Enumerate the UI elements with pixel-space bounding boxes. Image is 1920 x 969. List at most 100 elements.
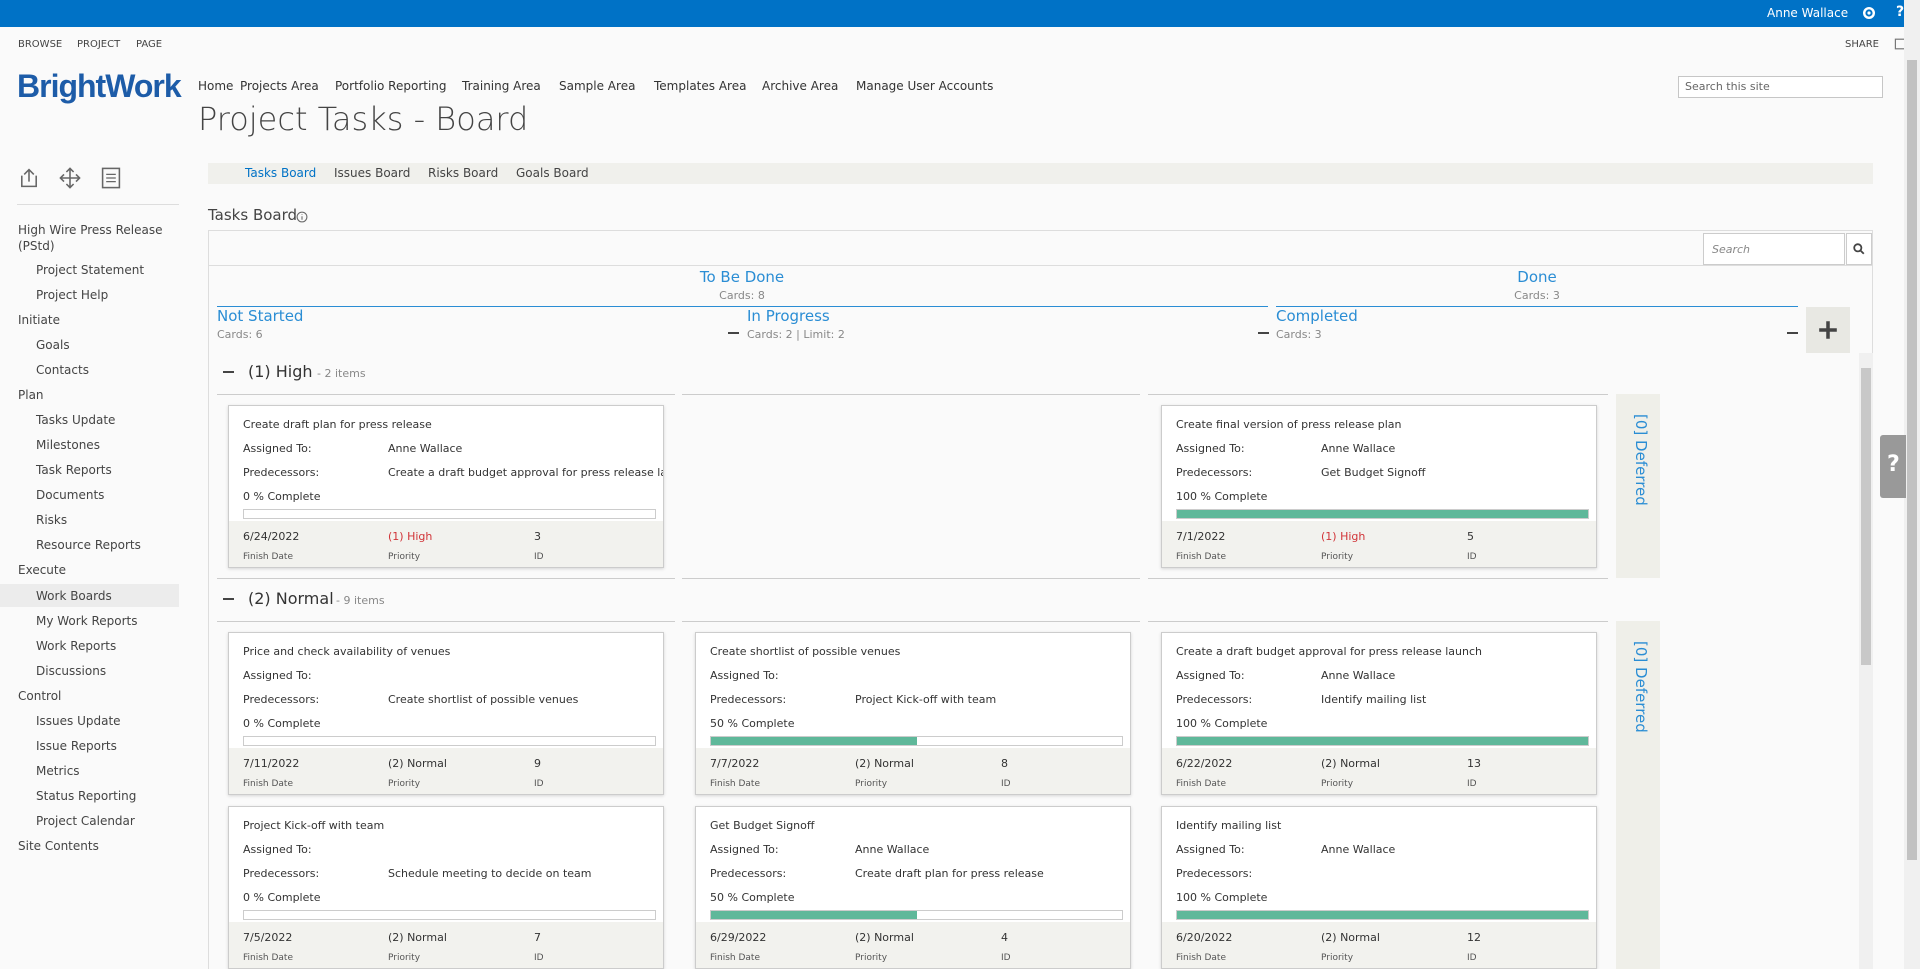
progress-fill — [1177, 510, 1588, 518]
left-nav-link[interactable]: Site Contents — [18, 838, 99, 854]
task-card[interactable]: Price and check availability of venuesAs… — [228, 632, 664, 795]
board-search[interactable]: Search — [1703, 233, 1845, 265]
column-title[interactable]: Completed — [1276, 307, 1358, 325]
left-nav-link[interactable]: My Work Reports — [36, 613, 138, 629]
left-nav-link[interactable]: Metrics — [36, 763, 80, 779]
progress-fill — [1177, 737, 1588, 745]
nav-link[interactable]: Manage User Accounts — [856, 79, 993, 93]
task-card[interactable]: Create shortlist of possible venuesAssig… — [695, 632, 1131, 795]
page-action-icon[interactable] — [17, 166, 41, 190]
left-nav-link[interactable]: Issue Reports — [36, 738, 117, 754]
nav-link[interactable]: Home — [198, 79, 233, 93]
task-card[interactable]: Identify mailing listAssigned To:Anne Wa… — [1161, 806, 1597, 969]
ribbon-tab[interactable]: PAGE — [136, 39, 162, 50]
card-title: Identify mailing list — [1176, 819, 1281, 833]
ribbon-tab[interactable]: BROWSE — [18, 39, 62, 50]
left-nav-link[interactable]: Discussions — [36, 663, 106, 679]
column-collapse[interactable] — [1787, 332, 1798, 334]
left-nav-link[interactable]: Risks — [36, 512, 67, 528]
lane-title[interactable]: (1) High — [248, 362, 313, 381]
column-collapse[interactable] — [728, 332, 739, 334]
id-label: ID — [534, 552, 544, 562]
site-search[interactable]: Search this site — [1678, 76, 1883, 98]
complete-label: 50 % Complete — [710, 891, 794, 905]
lane-title[interactable]: (2) Normal — [248, 589, 334, 608]
user-menu[interactable]: Anne Wallace — [1767, 6, 1848, 20]
finish-label: Finish Date — [243, 552, 293, 562]
left-nav-link[interactable]: Initiate — [18, 312, 60, 328]
assigned-label: Assigned To: — [243, 669, 312, 683]
complete-label: 0 % Complete — [243, 490, 320, 504]
assigned-label: Assigned To: — [243, 442, 312, 456]
column-count: Cards: 3 — [1276, 328, 1322, 341]
left-nav-link[interactable]: Contacts — [36, 362, 89, 378]
settings-icon[interactable] — [1861, 5, 1877, 21]
task-card[interactable]: Create final version of press release pl… — [1161, 405, 1597, 568]
add-column[interactable] — [1806, 307, 1850, 353]
page-action-icon[interactable] — [58, 166, 82, 190]
board-tab[interactable]: Risks Board — [428, 166, 498, 180]
lane-collapse[interactable] — [223, 371, 234, 373]
finish-date: 6/24/2022 — [243, 530, 299, 544]
board-tab[interactable]: Issues Board — [334, 166, 410, 180]
left-nav-link[interactable]: Work Boards — [36, 588, 112, 604]
column-title[interactable]: Not Started — [217, 307, 303, 325]
ribbon-tab[interactable]: PROJECT — [77, 39, 120, 50]
nav-link[interactable]: Projects Area — [240, 79, 319, 93]
page-action-icon[interactable] — [99, 166, 123, 190]
task-card[interactable]: Get Budget SignoffAssigned To:Anne Walla… — [695, 806, 1131, 969]
finish-date: 7/7/2022 — [710, 757, 759, 771]
task-card[interactable]: Create a draft budget approval for press… — [1161, 632, 1597, 795]
group-title[interactable]: Done — [1387, 268, 1687, 286]
logo[interactable]: BrightWork — [17, 68, 181, 105]
board-tab[interactable]: Tasks Board — [245, 166, 316, 180]
card-id: 12 — [1467, 931, 1481, 945]
board-search-button-glyph — [1847, 234, 1871, 264]
left-nav-link[interactable]: High Wire Press Release (PStd) — [18, 222, 178, 254]
card-footer-band — [696, 922, 1130, 969]
nav-link[interactable]: Templates Area — [654, 79, 746, 93]
complete-label: 0 % Complete — [243, 891, 320, 905]
left-nav-link[interactable]: Tasks Update — [36, 412, 115, 428]
assigned-label: Assigned To: — [1176, 843, 1245, 857]
lane-collapse[interactable] — [223, 598, 234, 600]
lane-separator — [217, 578, 675, 579]
nav-link[interactable]: Training Area — [462, 79, 541, 93]
help-tab[interactable]: ? — [1880, 435, 1906, 498]
left-nav-link[interactable]: Project Calendar — [36, 813, 135, 829]
board-search-button[interactable] — [1846, 233, 1872, 265]
lane-line — [682, 394, 1140, 395]
left-nav-link[interactable]: Execute — [18, 562, 66, 578]
left-nav-link[interactable]: Control — [18, 688, 61, 704]
lane-count: - 9 items — [336, 594, 385, 607]
column-collapse[interactable] — [1258, 332, 1269, 334]
left-nav-link[interactable]: Plan — [18, 387, 44, 403]
board-tab[interactable]: Goals Board — [516, 166, 589, 180]
left-nav-link[interactable]: Status Reporting — [36, 788, 136, 804]
deferred-column[interactable]: [0] Deferred — [1616, 394, 1660, 578]
column-title[interactable]: In Progress — [747, 307, 830, 325]
card-id: 8 — [1001, 757, 1008, 771]
deferred-column[interactable]: [0] Deferred — [1616, 621, 1660, 969]
info-icon[interactable] — [295, 209, 309, 223]
left-nav-link[interactable]: Documents — [36, 487, 104, 503]
nav-link[interactable]: Sample Area — [559, 79, 635, 93]
left-nav-link[interactable]: Milestones — [36, 437, 100, 453]
group-title[interactable]: To Be Done — [592, 268, 892, 286]
left-nav-link[interactable]: Issues Update — [36, 713, 121, 729]
help-link[interactable]: ? — [1896, 4, 1904, 20]
nav-link[interactable]: Portfolio Reporting — [335, 79, 447, 93]
left-nav-link[interactable]: Goals — [36, 337, 70, 353]
finish-label: Finish Date — [243, 779, 293, 789]
task-card[interactable]: Project Kick-off with teamAssigned To:Pr… — [228, 806, 664, 969]
task-card[interactable]: Create draft plan for press releaseAssig… — [228, 405, 664, 568]
left-nav-link[interactable]: Task Reports — [36, 462, 112, 478]
left-nav-link[interactable]: Resource Reports — [36, 537, 141, 553]
left-nav-link[interactable]: Project Statement — [36, 262, 144, 278]
share-button[interactable]: SHARE — [1845, 39, 1879, 50]
top-bar: Anne Wallace? — [0, 0, 1920, 27]
left-nav-divider — [17, 204, 179, 205]
left-nav-link[interactable]: Project Help — [36, 287, 108, 303]
left-nav-link[interactable]: Work Reports — [36, 638, 116, 654]
nav-link[interactable]: Archive Area — [762, 79, 838, 93]
